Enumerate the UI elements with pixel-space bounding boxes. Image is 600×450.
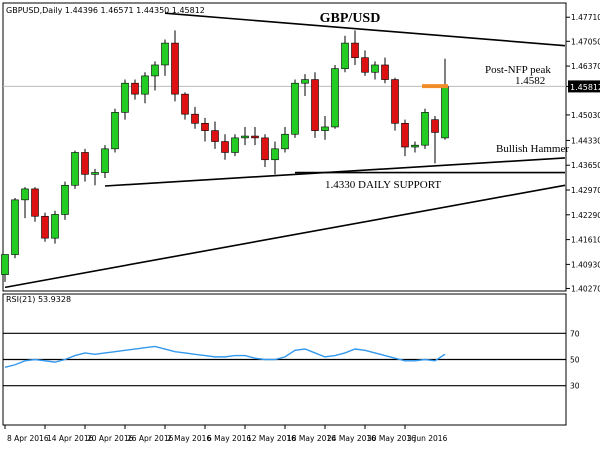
bear-candle — [131, 82, 139, 95]
bull-candle — [11, 199, 19, 255]
x-tick-label: 20 Apr 2016 — [87, 434, 134, 443]
bear-candle — [261, 137, 269, 161]
bear-candle — [391, 79, 399, 124]
bull-candle — [51, 214, 59, 239]
bull-candle — [21, 188, 29, 201]
annotation-post-nfp-value: 1.4582 — [515, 75, 545, 87]
y-tick-label: 1.47050 — [571, 37, 600, 46]
bear-candle — [381, 64, 389, 80]
bear-candle — [81, 152, 89, 175]
bull-candle — [241, 135, 249, 139]
x-tick-label: 6 May 2016 — [207, 434, 251, 443]
chart-title: GBP/USD — [320, 11, 381, 26]
post-nfp-marker — [422, 84, 448, 89]
bull-candle — [121, 82, 129, 113]
annotation-bullish-hammer: Bullish Hammer — [496, 143, 569, 155]
rsi-label: RSI(21) 53.9328 — [6, 295, 71, 304]
x-tick-label: 26 Apr 2016 — [127, 434, 174, 443]
bull-candle — [441, 86, 449, 139]
y-tick-label: 1.42970 — [571, 186, 600, 195]
price-pane-frame — [2, 2, 567, 292]
bear-candle — [31, 188, 39, 217]
y-tick-label: 1.45030 — [571, 111, 600, 120]
trendline-long-uptrend — [4, 184, 566, 289]
bear-candle — [351, 42, 359, 58]
x-tick-label: 2 May 2016 — [167, 434, 211, 443]
chart-header: GBPUSD,Daily 1.44396 1.46571 1.44350 1.4… — [6, 6, 205, 15]
bear-candle — [311, 79, 319, 131]
bull-candle — [341, 42, 349, 69]
bear-candle — [191, 113, 199, 124]
bull-candle — [151, 64, 159, 77]
rsi-level-label: 50 — [570, 356, 580, 365]
y-tick-label: 1.42290 — [571, 211, 600, 220]
bull-candle — [61, 184, 69, 215]
x-tick-label: 8 Apr 2016 — [7, 434, 49, 443]
bull-candle — [111, 112, 119, 150]
y-tick-label: 1.40930 — [571, 260, 600, 269]
x-tick-label: 30 May 2016 — [367, 434, 416, 443]
y-tick-label: 1.47710 — [571, 13, 600, 22]
bull-candle — [1, 254, 9, 275]
bull-candle — [291, 82, 299, 135]
bull-candle — [271, 148, 279, 161]
y-tick-label: 1.44330 — [571, 136, 600, 145]
x-tick-label: 14 Apr 2016 — [47, 434, 94, 443]
y-tick-label: 1.43650 — [571, 161, 600, 170]
x-tick-label: 12 May 2016 — [247, 434, 296, 443]
annotation-post-nfp: Post-NFP peak — [485, 64, 551, 76]
bull-candle — [331, 68, 339, 128]
y-tick-label: 1.40270 — [571, 284, 600, 293]
bull-candle — [301, 79, 309, 84]
bear-candle — [361, 57, 369, 73]
bull-candle — [161, 42, 169, 66]
bull-candle — [421, 112, 429, 146]
bear-candle — [211, 130, 219, 142]
bull-candle — [71, 152, 79, 186]
y-tick-label: 1.41610 — [571, 236, 600, 245]
bull-candle — [231, 137, 239, 153]
x-tick-label: 24 May 2016 — [327, 434, 376, 443]
rsi-level-label: 30 — [570, 382, 580, 391]
bull-candle — [411, 144, 419, 148]
x-tick-label: 18 May 2016 — [287, 434, 336, 443]
bull-candle — [281, 133, 289, 150]
bear-candle — [201, 123, 209, 131]
y-tick-label: 1.46370 — [571, 62, 600, 71]
bull-candle — [91, 172, 99, 175]
bull-candle — [101, 148, 109, 173]
bear-candle — [181, 93, 189, 115]
bear-candle — [251, 135, 259, 139]
annotation-daily-support: 1.4330 DAILY SUPPORT — [325, 179, 441, 191]
bear-candle — [401, 123, 409, 148]
rsi-level-label: 70 — [570, 329, 580, 338]
bear-candle — [431, 119, 439, 133]
rsi-line — [4, 345, 446, 369]
bull-candle — [321, 126, 329, 131]
trendline-upper-resistance — [164, 12, 566, 47]
bear-candle — [221, 141, 229, 153]
last-price-badge — [568, 80, 600, 93]
x-tick-label: 3 Jun 2016 — [407, 434, 448, 443]
bear-candle — [41, 215, 49, 239]
bull-candle — [371, 64, 379, 73]
last-price-label: 1.45812 — [570, 83, 600, 92]
bear-candle — [171, 42, 179, 95]
bull-candle — [141, 75, 149, 95]
